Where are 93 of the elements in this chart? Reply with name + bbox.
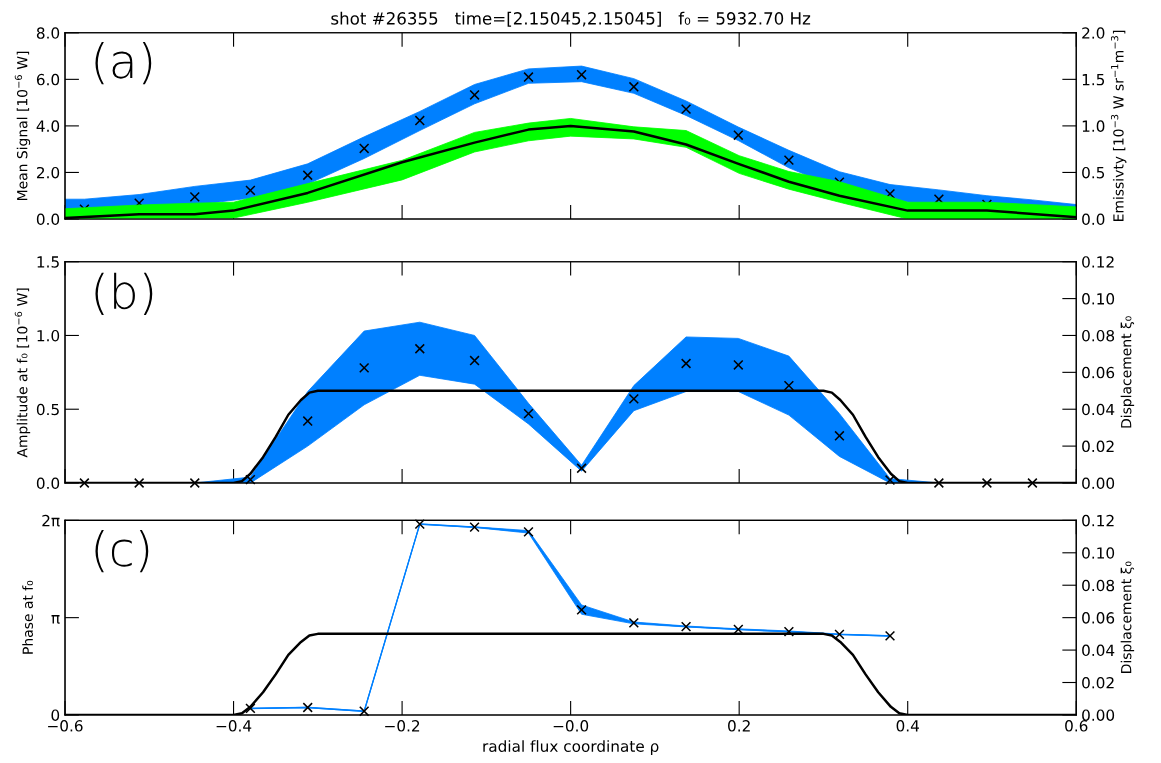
y2-tick-label: 0.06: [1082, 612, 1115, 624]
y-axis-title: Amplitude at f₀ [10$^{−6}$ W]: [14, 288, 31, 458]
y-tick-label: 0.5: [36, 403, 59, 416]
point: [834, 430, 845, 441]
y-tick-label: 2π: [42, 514, 60, 527]
y-tick-label: 0: [51, 709, 60, 721]
point: [733, 130, 744, 141]
y-axis-title: Phase at f₀: [22, 580, 33, 654]
point: [933, 477, 945, 489]
point: [680, 621, 692, 632]
x-axis-title: radial flux coordinate ρ: [483, 740, 659, 755]
point: [783, 626, 795, 637]
point: [79, 477, 90, 489]
y2-axis-title: Displacement ξ₀: [1120, 561, 1135, 673]
point: [884, 188, 896, 200]
y2-tick-label: 0.5: [1082, 166, 1105, 179]
y2-axis-title: Emissivty [10$^{−3}$ W sr$^{−1}$m$^{−3}$]: [1110, 30, 1127, 221]
point: [523, 408, 534, 419]
y2-tick-label: 2.0: [1082, 27, 1105, 39]
point: [834, 629, 845, 640]
y-tick-label: π: [51, 615, 60, 624]
point: [302, 702, 313, 713]
x-tick-label: 0.6: [1065, 720, 1088, 732]
y-tick-label: 4.0: [36, 120, 60, 132]
point: [134, 477, 145, 489]
y2-tick-label: 0.12: [1082, 256, 1114, 268]
point: [359, 143, 370, 154]
point: [576, 604, 587, 616]
point: [680, 103, 692, 115]
y2-tick-label: 0.12: [1082, 514, 1114, 527]
point: [414, 518, 425, 530]
point: [414, 343, 425, 354]
y-tick-label: 6.0: [36, 73, 60, 86]
x-tick-label: −0.2: [385, 720, 420, 732]
point: [733, 359, 744, 371]
annotation: (c): [95, 530, 149, 573]
point: [245, 474, 256, 485]
point: [783, 380, 795, 391]
y2-tick-label: 0.08: [1082, 579, 1115, 592]
y-axis-title: Mean Signal [10$^{−6}$ W]: [14, 51, 31, 201]
y2-tick-label: 1.5: [1082, 74, 1105, 86]
y-tick-label: 0.0: [36, 213, 60, 225]
point: [523, 526, 534, 537]
x-tick-label: −0.0: [553, 720, 589, 732]
point: [628, 393, 639, 405]
y-tick-label: 2.0: [36, 166, 60, 179]
point: [576, 69, 587, 80]
y2-tick-label: 0.08: [1082, 329, 1115, 342]
x-tick-label: 0.4: [896, 720, 919, 732]
y-tick-label: 1.5: [37, 256, 59, 268]
y-tick-label: 1.0: [37, 329, 60, 342]
point: [302, 170, 313, 181]
y2-tick-label: 0.0: [1082, 213, 1105, 225]
point: [523, 71, 534, 83]
chart-title: shot #26355 time=[2.15045,2.15045] f₀ = 5932.70 Hz: [331, 11, 811, 27]
y2-axis-title: Displacement ξ₀: [1120, 316, 1135, 428]
point: [469, 522, 480, 533]
point: [576, 463, 587, 474]
point: [469, 355, 480, 366]
y2-tick-label: 0.00: [1082, 709, 1115, 721]
point: [189, 477, 200, 489]
point: [884, 630, 896, 642]
annotation: (b): [95, 272, 153, 315]
point: [302, 415, 313, 427]
y-tick-label: 0.0: [36, 477, 60, 489]
y2-tick-label: 0.02: [1082, 676, 1114, 689]
y2-tick-label: 0.04: [1082, 644, 1115, 657]
y2-tick-label: 0.06: [1082, 366, 1115, 379]
y2-tick-label: 1.0: [1082, 120, 1105, 132]
y2-tick-label: 0.04: [1082, 403, 1115, 416]
y2-tick-label: 0.10: [1082, 547, 1115, 559]
x-tick-label: −0.4: [216, 720, 252, 732]
point: [245, 703, 256, 714]
point: [628, 81, 639, 92]
point: [469, 89, 480, 101]
point: [1027, 477, 1038, 489]
y-tick-label: 8.0: [36, 27, 60, 39]
y2-tick-label: 0.00: [1082, 477, 1115, 489]
annotation: (a): [95, 42, 152, 85]
point: [783, 154, 795, 166]
point: [680, 358, 692, 369]
x-tick-label: −0.6: [48, 720, 83, 732]
y2-tick-label: 0.10: [1082, 293, 1115, 305]
point: [359, 706, 370, 717]
point: [245, 185, 256, 196]
point: [414, 115, 425, 126]
point: [884, 474, 896, 486]
point: [628, 617, 639, 629]
point: [981, 477, 993, 489]
x-tick-label: 0.2: [728, 720, 750, 732]
point: [189, 191, 200, 203]
y2-tick-label: 0.02: [1082, 440, 1114, 453]
point: [359, 362, 370, 374]
